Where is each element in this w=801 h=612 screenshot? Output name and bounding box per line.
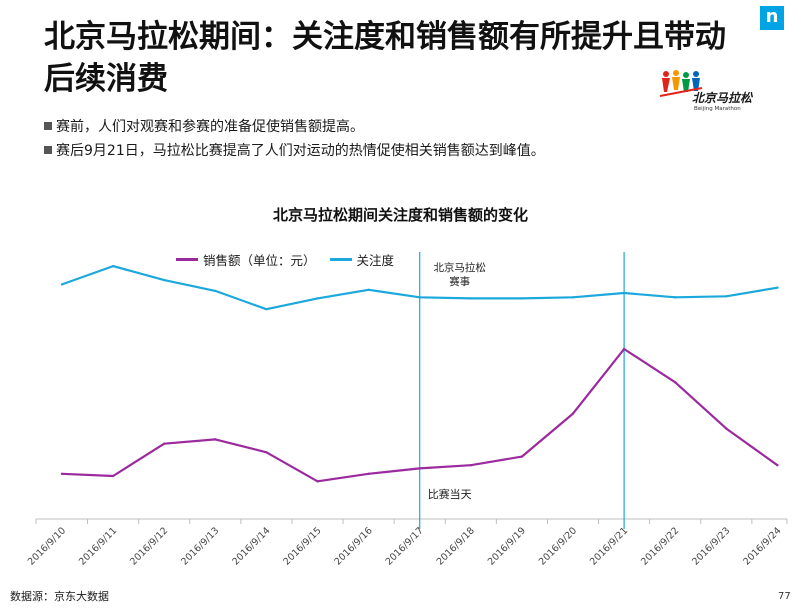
data-source: 数据源：京东大数据 <box>10 590 109 603</box>
chart-title: 北京马拉松期间关注度和销售额的变化 <box>272 206 528 224</box>
attention-data-point <box>214 289 217 293</box>
attention-data-point <box>725 295 728 298</box>
x-tick-label: 2016/9/12 <box>128 525 170 567</box>
attention-data-point <box>674 296 677 299</box>
bullet-square-icon <box>44 146 52 154</box>
x-tick-label: 2016/9/16 <box>332 525 374 567</box>
x-tick-label: 2016/9/21 <box>588 525 630 567</box>
bullet-list: 赛前，人们对观赛和参赛的准备促使销售额提高。 赛后9月21日，马拉松比赛提高了人… <box>44 115 545 163</box>
x-tick-label: 2016/9/20 <box>537 525 579 567</box>
attention-data-point <box>367 288 370 292</box>
legend-item-attention: 关注度 <box>329 250 394 269</box>
sales-data-point <box>674 381 677 384</box>
x-tick-label: 2016/9/23 <box>690 525 732 567</box>
page-title: 北京马拉松期间：关注度和销售额有所提升且带动后续消费 <box>44 19 726 97</box>
sales-data-point <box>316 480 319 483</box>
sales-data-point <box>520 455 524 458</box>
attention-data-point <box>520 297 524 300</box>
sales-data-point <box>367 472 370 476</box>
attention-data-point <box>571 296 575 299</box>
sales-data-point <box>60 472 64 476</box>
page-number: 77 <box>778 591 791 602</box>
x-tick-label: 2016/9/18 <box>435 525 477 567</box>
attention-data-point <box>111 264 115 268</box>
legend-item-sales: 销售额（单位：元） <box>176 250 316 269</box>
x-tick-label: 2016/9/13 <box>179 525 221 567</box>
attention-data-point <box>60 283 64 286</box>
event-title-line2: 赛事 <box>449 275 470 288</box>
x-tick-label: 2016/9/24 <box>741 525 783 567</box>
x-tick-label: 2016/9/22 <box>639 525 681 567</box>
chart-legend: 销售额（单位：元） 关注度 <box>176 250 408 269</box>
event-title-line1: 北京马拉松 <box>433 261 486 274</box>
brand-logo-icon: n <box>760 6 784 30</box>
sales-data-point <box>418 467 421 470</box>
sales-data-point <box>163 442 166 445</box>
attention-data-point <box>418 296 421 299</box>
legend-swatch-attention <box>329 258 352 261</box>
sales-data-point <box>622 347 626 351</box>
sales-data-point <box>469 464 472 467</box>
x-tick-label: 2016/9/11 <box>77 525 119 567</box>
logo-main-text: 北京马拉松 <box>692 91 754 105</box>
sales-data-point <box>776 464 779 467</box>
bullet-item: 赛前，人们对观赛和参赛的准备促使销售额提高。 <box>44 115 545 139</box>
x-tick-label: 2016/9/17 <box>384 525 426 567</box>
x-tick-label: 2016/9/19 <box>486 525 528 567</box>
sales-data-point <box>725 427 728 430</box>
sales-data-point <box>265 451 268 454</box>
beijing-marathon-logo: 北京马拉松 Beijing Marathon <box>659 70 754 112</box>
attention-data-point <box>316 297 319 300</box>
event-annotation-label: 比赛当天 <box>428 487 472 501</box>
runner-figures-icon <box>659 70 703 97</box>
attention-data-point <box>163 278 166 282</box>
attention-data-point <box>776 286 779 289</box>
x-tick-label: 2016/9/15 <box>281 525 323 567</box>
attention-data-point <box>622 291 626 295</box>
x-tick-label: 2016/9/14 <box>230 525 272 567</box>
x-tick-label: 2016/9/10 <box>26 525 68 567</box>
sales-data-point <box>214 438 217 441</box>
attention-data-point <box>469 297 472 300</box>
logo-sub-text: Beijing Marathon <box>694 106 741 112</box>
attention-data-point <box>265 307 268 311</box>
legend-swatch-sales <box>176 258 198 261</box>
bullet-item: 赛后9月21日，马拉松比赛提高了人们对运动的热情促使相关销售额达到峰值。 <box>44 139 545 163</box>
sales-data-point <box>111 474 115 478</box>
bullet-square-icon <box>44 122 52 130</box>
sales-data-point <box>571 412 575 415</box>
